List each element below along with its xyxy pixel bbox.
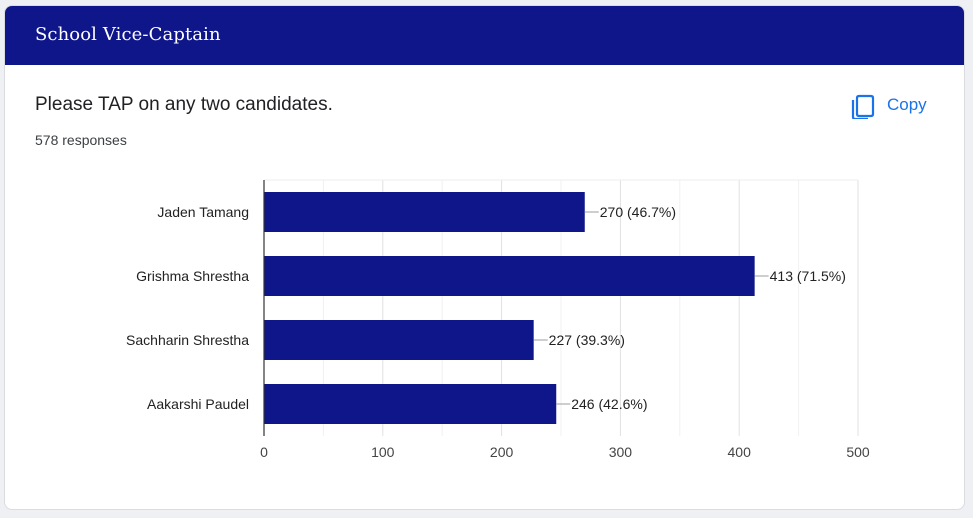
x-tick-label: 100 (371, 444, 395, 460)
bar-1 (264, 256, 755, 296)
data-label: 413 (71.5%) (770, 268, 846, 284)
x-tick-label: 0 (260, 444, 268, 460)
x-tick-label: 200 (490, 444, 514, 460)
category-label: Grishma Shrestha (136, 268, 249, 284)
bar-0 (264, 192, 585, 232)
response-count: 578 responses (35, 132, 127, 148)
copy-label: Copy (887, 95, 927, 114)
chart-bars (264, 192, 755, 424)
bar-3 (264, 384, 557, 424)
bar-2 (264, 320, 534, 360)
form-title: School Vice-Captain (35, 24, 221, 45)
category-label: Jaden Tamang (157, 204, 249, 220)
question-card: School Vice-Captain Please TAP on any tw… (4, 5, 965, 510)
x-tick-label: 500 (846, 444, 870, 460)
card-header: School Vice-Captain (5, 6, 964, 65)
data-label: 246 (42.6%) (571, 396, 647, 412)
question-title: Please TAP on any two candidates. (35, 94, 333, 115)
data-label: 227 (39.3%) (549, 332, 625, 348)
category-label: Sachharin Shrestha (126, 332, 249, 348)
copy-button[interactable]: Copy (843, 88, 935, 122)
chart-labels: Jaden Tamang 270 (46.7%) Grishma Shrestha 4… (126, 204, 846, 412)
data-label: 270 (46.7%) (600, 204, 676, 220)
x-tick-label: 400 (728, 444, 752, 460)
chart-axes: 0 100 200 300 400 500 (260, 180, 870, 460)
category-label: Aakarshi Paudel (147, 396, 249, 412)
x-tick-label: 300 (609, 444, 633, 460)
